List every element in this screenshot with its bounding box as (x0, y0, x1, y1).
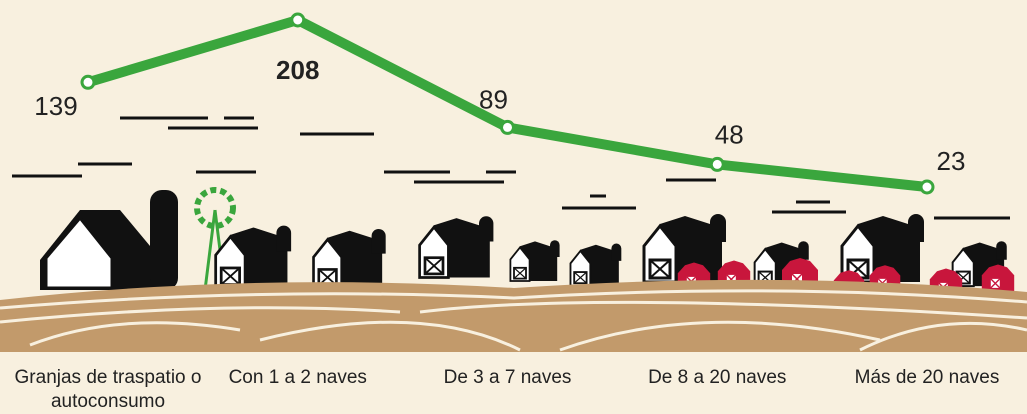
point (82, 76, 94, 88)
value-label: 208 (276, 55, 319, 85)
value-label: 89 (479, 84, 508, 114)
farm-illustration (0, 190, 1027, 352)
value-label: 23 (937, 146, 966, 176)
chart: 139 208 89 48 23 (0, 0, 1027, 400)
point (502, 121, 514, 133)
category-label: Más de 20 naves (827, 366, 1027, 390)
category-label: Con 1 a 2 naves (198, 366, 398, 390)
category-label: Granjas de traspatio o autoconsumo (8, 366, 208, 414)
point (921, 181, 933, 193)
value-label: 139 (34, 91, 77, 121)
point (292, 14, 304, 26)
point (711, 158, 723, 170)
value-label: 48 (715, 119, 744, 149)
category-label: De 8 a 20 naves (617, 366, 817, 390)
category-label: De 3 a 7 naves (408, 366, 608, 390)
